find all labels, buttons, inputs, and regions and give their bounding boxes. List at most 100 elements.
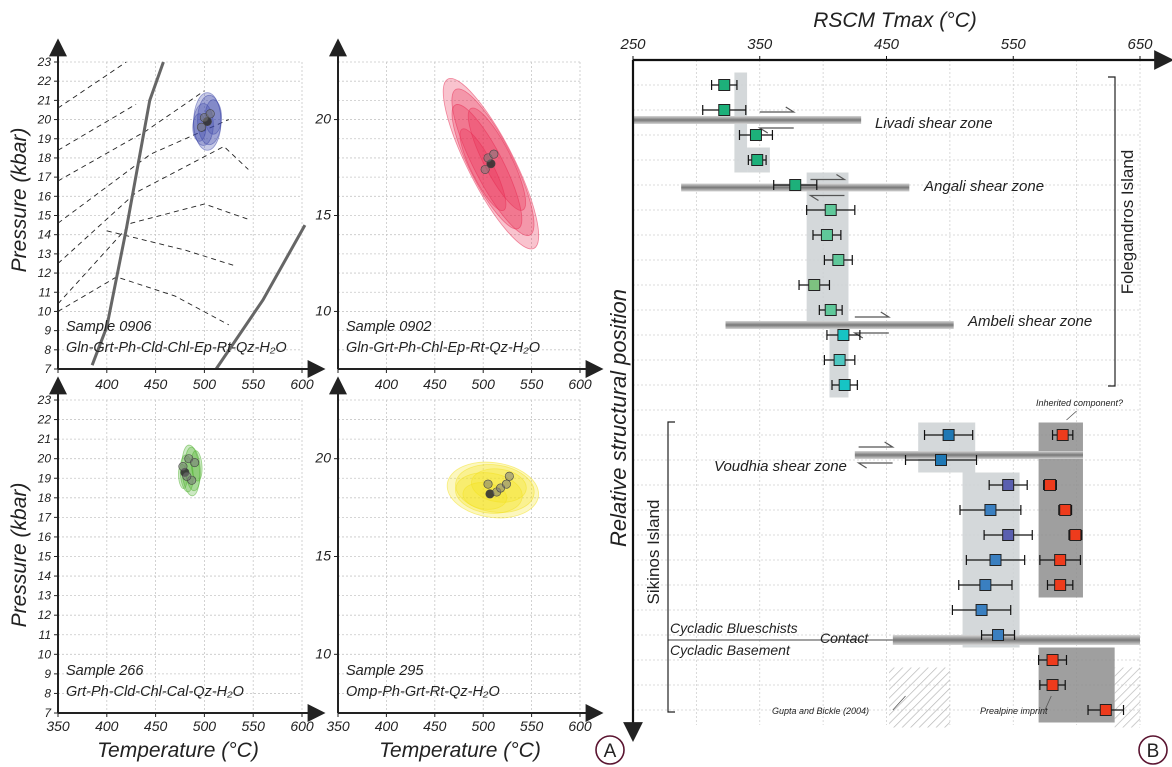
pt-estimate-point <box>205 109 215 119</box>
rscm-x-tick-label: 250 <box>619 36 646 53</box>
pt-estimate-point <box>483 479 493 489</box>
rscm-sample-marker <box>751 154 764 166</box>
temperature-axis-label-left: Temperature (°C) <box>97 739 259 762</box>
shear-sense-arrow <box>858 441 895 448</box>
rscm-sample-marker <box>749 129 762 141</box>
mineral-assemblage: Grt-Ph-Cld-Chl-Cal-Qz-H₂O <box>66 684 244 700</box>
shear-sense-arrow <box>808 194 845 202</box>
leader-line <box>1066 410 1077 421</box>
pressure-axis-label-top: Pressure (kbar) <box>8 128 31 273</box>
rscm-sample-marker <box>992 629 1005 641</box>
livadi-label: Livadi shear zone <box>875 115 993 132</box>
temperature-tick-label: 350 <box>326 718 350 734</box>
pressure-tick-label: 20 <box>37 452 52 466</box>
pressure-axis-label-bottom: Pressure (kbar) <box>8 483 31 628</box>
temperature-axis-label-right: Temperature (°C) <box>379 739 541 762</box>
reaction-curve <box>90 61 165 366</box>
temperature-tick-label: 550 <box>520 376 544 392</box>
pressure-tick-label: 11 <box>39 285 51 299</box>
temperature-tick-label: 550 <box>242 376 266 392</box>
rscm-sample-marker <box>832 254 845 266</box>
facies-boundary <box>57 103 137 151</box>
sample-name: Sample 295 <box>346 663 424 679</box>
pressure-tick-label: 22 <box>37 413 52 427</box>
pressure-tick-label: 16 <box>38 189 52 203</box>
rscm-sample-marker <box>718 79 731 91</box>
folegandros-bracket <box>1108 76 1116 387</box>
contact-label: Contact <box>820 630 869 646</box>
facies-boundary <box>57 276 230 326</box>
rscm-sample-marker <box>1099 704 1112 716</box>
reaction-curve <box>214 224 307 370</box>
gupta-bickle-hatch <box>889 667 950 728</box>
pressure-tick-label: 20 <box>314 450 331 466</box>
leader-line <box>1044 695 1052 711</box>
pt-estimate-point <box>489 149 499 159</box>
rscm-sample-marker <box>975 604 988 616</box>
shear-zone-band <box>633 116 862 124</box>
pressure-tick-label: 23 <box>37 55 52 69</box>
pressure-tick-label: 8 <box>44 686 51 700</box>
rscm-sample-marker <box>824 304 837 316</box>
rscm-sample-marker <box>1056 429 1069 441</box>
pt-estimate-point <box>501 479 511 489</box>
temperature-tick-label: 350 <box>46 718 70 734</box>
pressure-tick-label: 15 <box>38 209 52 223</box>
rscm-sample-marker <box>820 229 833 241</box>
temperature-tick-label: 500 <box>193 376 217 392</box>
sikinos-label: Sikinos Island <box>644 500 663 605</box>
rscm-sample-marker <box>1044 479 1057 491</box>
pressure-tick-label: 21 <box>37 93 51 107</box>
sample-name: Sample 266 <box>66 663 144 679</box>
rscm-sample-marker <box>1059 504 1072 516</box>
gupta-label: Gupta and Bickle (2004) <box>772 706 869 716</box>
rscm-sample-marker <box>808 279 821 291</box>
rscm-sample-marker <box>789 179 802 191</box>
sample-name: Sample 0906 <box>66 319 152 335</box>
pressure-tick-label: 18 <box>38 491 52 505</box>
prealpine-label: Prealpine imprint <box>980 706 1048 716</box>
pt-estimate-point <box>178 462 188 472</box>
temperature-tick-label: 400 <box>375 718 399 734</box>
pressure-tick-label: 18 <box>38 151 52 165</box>
panel-a: 7 8 9 10 11 12 13 14 15 16 17 18 19 20 21 22 23 400 450 500… <box>8 38 625 765</box>
shear-sense-arrow <box>856 462 893 469</box>
rscm-sample-marker <box>718 104 731 116</box>
prealpine-hatch <box>1114 667 1140 728</box>
shear-sense-arrow <box>757 127 794 134</box>
rscm-sample-marker <box>1046 654 1059 666</box>
pt-estimate-point <box>196 122 206 132</box>
rscm-x-tick-label: 450 <box>874 36 900 53</box>
pressure-tick-label: 14 <box>38 228 52 242</box>
pt-estimate-point <box>190 458 200 468</box>
pressure-tick-label: 9 <box>44 324 51 338</box>
pressure-tick-label: 13 <box>38 589 52 603</box>
temperature-tick-label: 600 <box>290 376 314 392</box>
rscm-sample-marker <box>979 579 992 591</box>
rscm-x-tick-label: 550 <box>1001 36 1027 53</box>
pressure-tick-label: 17 <box>38 170 53 184</box>
pressure-tick-label: 10 <box>38 647 52 661</box>
panel-a-label: A <box>604 741 617 762</box>
rscm-sample-marker <box>1054 554 1067 566</box>
pressure-tick-label: 15 <box>315 548 331 564</box>
upper-unit-label: Cycladic Blueschists <box>670 620 798 636</box>
rscm-sample-marker <box>984 504 997 516</box>
sikinos-bracket <box>667 421 675 713</box>
rscm-sample-marker <box>837 329 850 341</box>
shear-zone-band <box>854 451 1083 459</box>
mineral-assemblage: Omp-Ph-Grt-Rt-Qz-H₂O <box>346 684 500 700</box>
facies-boundary <box>57 203 249 305</box>
rscm-sample-marker <box>1002 529 1015 541</box>
temperature-tick-label: 450 <box>423 718 447 734</box>
pressure-tick-label: 7 <box>44 706 52 720</box>
pressure-tick-label: 19 <box>38 132 52 146</box>
ambeli-label: Ambeli shear zone <box>967 313 1092 330</box>
shear-zone-band <box>725 321 954 329</box>
temperature-tick-label: 550 <box>520 718 544 734</box>
rscm-axes: 250 350 450 550 650 <box>619 36 1172 742</box>
rscm-sample-marker <box>935 454 948 466</box>
pressure-tick-label: 16 <box>38 530 52 544</box>
temperature-tick-label: 450 <box>423 376 447 392</box>
panel-a-badge <box>595 735 625 765</box>
